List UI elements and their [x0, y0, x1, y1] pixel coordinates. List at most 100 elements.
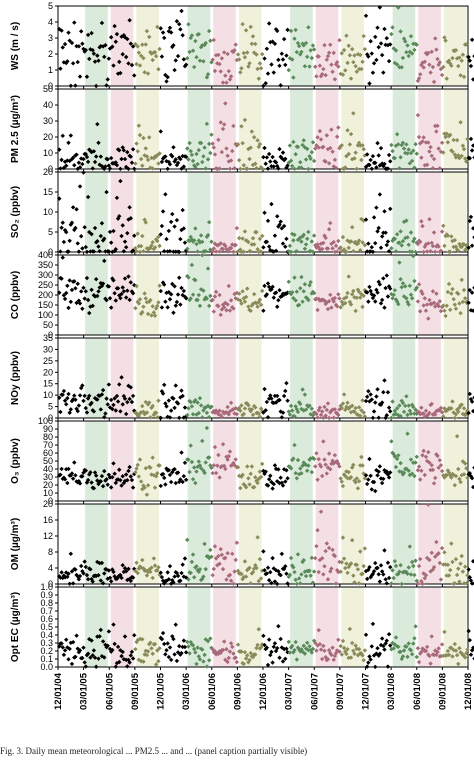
data-point-spring [193, 164, 198, 170]
data-point-summer [337, 649, 342, 654]
y-tick-label: 0 [48, 164, 53, 174]
data-point-winter [123, 411, 129, 417]
season-band-summer [110, 172, 134, 252]
data-point-fall [354, 646, 359, 652]
data-point-summer [326, 50, 332, 55]
data-point-fall [254, 645, 259, 651]
y-tick-label: 1 [48, 65, 53, 75]
data-point-winter [375, 387, 380, 392]
data-point-fall [245, 464, 250, 469]
data-point-summer [324, 541, 330, 546]
data-point-winter [278, 475, 283, 480]
data-point-winter [170, 634, 175, 639]
data-point-spring [193, 277, 198, 283]
data-point-winter [90, 303, 95, 309]
data-point-summer [427, 410, 432, 416]
data-point-fall [141, 659, 146, 664]
data-point-winter [369, 51, 374, 56]
data-point-summer [323, 235, 328, 241]
data-point-winter [102, 258, 107, 264]
data-point-winter [104, 83, 109, 88]
data-point-spring [203, 40, 208, 46]
y-tick-label: 3 [48, 33, 53, 43]
data-point-spring [308, 48, 313, 53]
y-axis-label: PM 2.5 (µg/m³) [10, 95, 21, 163]
data-point-winter [93, 664, 99, 669]
data-point-summer [424, 249, 430, 254]
data-point-spring [396, 453, 401, 458]
data-point-winter [268, 652, 273, 658]
data-point-spring [307, 64, 312, 69]
data-point-spring [198, 140, 204, 146]
data-point-summer [226, 249, 231, 254]
data-point-fall [358, 463, 363, 468]
data-point-fall [449, 541, 454, 546]
data-point-winter [125, 36, 130, 42]
data-point-winter [120, 649, 125, 655]
y-tick-label: 40 [43, 464, 53, 474]
data-point-summer [416, 76, 422, 81]
data-point-winter [108, 397, 114, 403]
data-point-winter [118, 70, 123, 76]
data-point-spring [300, 142, 305, 148]
data-point-winter [118, 178, 123, 184]
data-point-summer [423, 308, 429, 313]
data-point-fall [144, 652, 150, 658]
data-point-summer [429, 49, 434, 54]
data-point-winter [167, 563, 173, 569]
data-point-winter [127, 464, 132, 470]
data-point-winter [275, 28, 280, 34]
data-point-spring [405, 431, 410, 436]
data-point-fall [450, 286, 455, 292]
data-point-winter [58, 575, 63, 580]
data-point-summer [212, 294, 218, 299]
data-point-summer [438, 308, 444, 314]
data-point-fall [145, 483, 151, 488]
x-tick-label: 12/01/06 [258, 673, 269, 710]
data-point-winter [61, 475, 67, 480]
data-point-summer [325, 401, 331, 406]
data-point-fall [460, 569, 466, 574]
season-band-summer [418, 172, 441, 252]
data-point-summer [331, 239, 336, 245]
data-point-winter [106, 629, 112, 634]
data-point-winter [273, 248, 279, 254]
data-point-winter [115, 477, 121, 482]
data-point-spring [393, 635, 399, 640]
data-point-fall [353, 308, 358, 314]
data-point-spring [204, 425, 210, 431]
data-point-summer [439, 545, 445, 551]
data-point-spring [200, 647, 205, 652]
data-point-summer [226, 283, 231, 289]
data-point-spring [288, 249, 294, 255]
y-tick-label: 0 [48, 330, 53, 340]
data-point-winter [110, 474, 115, 480]
data-point-fall [256, 411, 261, 416]
data-point-fall [143, 648, 148, 653]
x-tick-label: 03/01/05 [79, 672, 90, 710]
data-point-winter [181, 638, 187, 643]
data-point-winter [174, 299, 180, 305]
data-point-fall [340, 535, 346, 540]
data-point-summer [213, 470, 219, 476]
data-point-winter [57, 147, 62, 152]
data-point-summer [322, 233, 327, 238]
data-point-winter [388, 409, 393, 414]
data-point-winter [179, 8, 184, 14]
y-tick-label: 5 [48, 227, 53, 237]
data-point-summer [234, 540, 240, 545]
data-point-winter [382, 161, 387, 167]
data-point-winter [99, 221, 105, 226]
data-point-spring [311, 456, 317, 462]
data-point-summer [218, 650, 223, 656]
data-point-winter [66, 391, 71, 397]
data-point-summer [326, 298, 332, 304]
data-point-winter [100, 281, 106, 286]
data-point-summer [321, 439, 326, 444]
data-point-winter [82, 559, 87, 564]
y-axis-label: SO₂ (ppbv) [10, 186, 21, 238]
data-point-winter [69, 287, 75, 293]
data-point-winter [382, 647, 387, 652]
data-point-fall [462, 296, 468, 301]
data-point-spring [305, 640, 310, 645]
